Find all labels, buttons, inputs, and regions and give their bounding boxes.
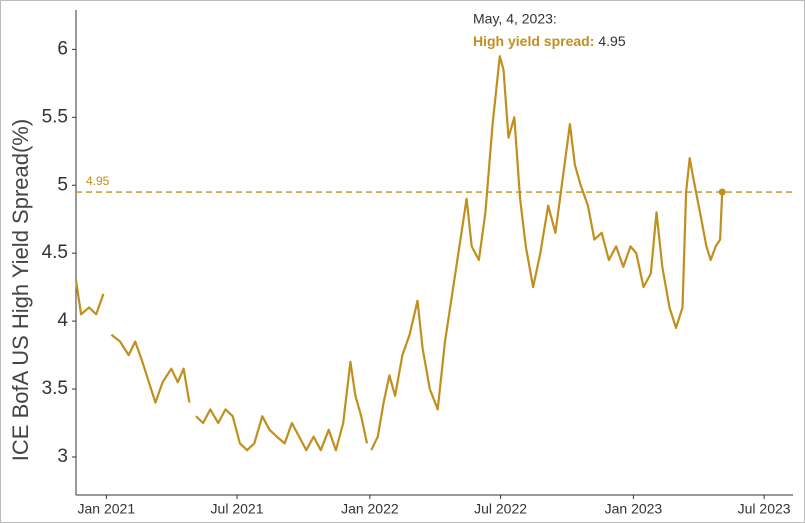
y-tick-label: 4.5 (42, 242, 68, 263)
x-tick-label: Jan 2021 (78, 501, 136, 517)
x-tick-label: Jul 2023 (738, 501, 791, 517)
y-tick-label: 5.5 (42, 106, 68, 127)
series-line (74, 55, 724, 452)
x-tick-label: Jul 2021 (211, 501, 264, 517)
hover-point (718, 188, 726, 196)
x-tick-label: Jan 2022 (341, 501, 399, 517)
y-tick-label: 3.5 (42, 378, 68, 399)
tooltip-value: 4.95 (598, 33, 625, 49)
y-axis-label: ICE BofA US High Yield Spread(%) (8, 119, 33, 461)
reference-label: 4.95 (86, 174, 110, 188)
y-tick-label: 4 (57, 310, 68, 331)
y-tick-label: 6 (57, 38, 68, 59)
tooltip-line: High yield spread: 4.95 (473, 33, 626, 49)
y-tick-label: 3 (57, 446, 68, 467)
x-tick-label: Jul 2022 (474, 501, 527, 517)
x-tick-label: Jan 2023 (605, 501, 663, 517)
y-tick-label: 5 (57, 174, 68, 195)
tooltip-label: High yield spread: (473, 33, 594, 49)
tooltip-title: May, 4, 2023: (473, 11, 557, 27)
